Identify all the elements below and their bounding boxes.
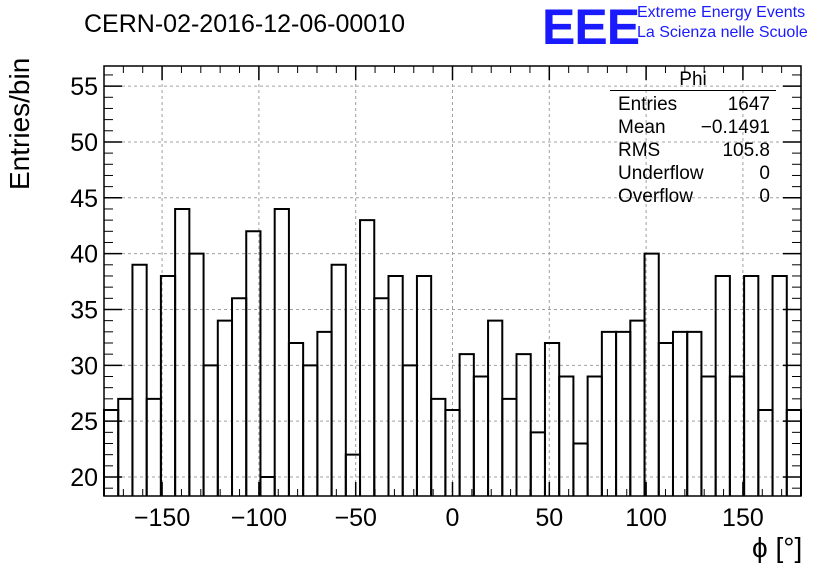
- logo-caption-line1: Extreme Energy Events: [637, 4, 806, 21]
- histogram-bin: [231, 297, 248, 496]
- stats-box-title: Phi: [610, 70, 776, 91]
- histogram-bin: [430, 397, 447, 496]
- histogram-bin: [387, 274, 404, 496]
- histogram-bin: [643, 252, 660, 496]
- y-tick-label: 45: [70, 185, 98, 213]
- stats-value: 0: [759, 186, 770, 207]
- histogram-bin: [273, 207, 290, 496]
- histogram-bin: [686, 330, 703, 496]
- histogram-bin: [771, 274, 788, 496]
- histogram-bin: [529, 431, 546, 496]
- histogram-bin: [728, 375, 746, 496]
- histogram-bin: [245, 230, 262, 496]
- y-axis-label: Entries/bin: [4, 57, 35, 190]
- histogram-bin: [188, 252, 205, 496]
- x-tick-label: 150: [722, 504, 764, 532]
- stats-row-overflow: Overflow 0: [610, 185, 776, 208]
- stats-value: 105.8: [722, 140, 770, 161]
- histogram-bin: [216, 319, 234, 496]
- logo-caption-line2: La Scienza nelle Scuole: [637, 24, 808, 41]
- stats-row-rms: RMS 105.8: [610, 139, 776, 162]
- x-tick-label: 50: [535, 504, 563, 532]
- y-tick-label: 55: [70, 73, 98, 101]
- histogram-bin: [415, 274, 433, 496]
- chart-title: CERN-02-2016-12-06-00010: [84, 10, 406, 38]
- x-axis-label: ϕ [°]: [752, 532, 803, 563]
- histogram-bin: [515, 353, 532, 496]
- histogram-bin: [586, 375, 603, 496]
- histogram-bin: [359, 219, 376, 496]
- histogram-bin: [629, 319, 646, 496]
- histogram-bin: [159, 274, 177, 496]
- y-tick-label: 20: [70, 464, 98, 492]
- histogram-bin: [657, 341, 674, 496]
- histogram-bin: [615, 330, 632, 496]
- histogram-bin: [743, 274, 760, 496]
- stats-row-underflow: Underflow 0: [610, 162, 776, 185]
- histogram-bin: [458, 353, 475, 496]
- histogram-bin: [572, 442, 589, 496]
- histogram-bin: [501, 397, 518, 496]
- x-tick-label: −100: [231, 504, 287, 532]
- histogram-bin: [543, 341, 561, 496]
- stats-value: 1647: [727, 94, 770, 115]
- histogram-bin: [259, 476, 276, 496]
- histogram-bin: [131, 263, 148, 496]
- histogram-bin: [302, 364, 319, 496]
- histogram-bin: [330, 263, 347, 496]
- histogram-bin: [373, 297, 390, 496]
- stats-label: Overflow: [618, 186, 693, 207]
- x-tick-label: −50: [334, 504, 376, 532]
- histogram-bin: [344, 453, 362, 496]
- histogram-bin: [401, 364, 418, 496]
- stats-label: Mean: [618, 117, 666, 138]
- x-tick-label: 100: [625, 504, 667, 532]
- histogram-bin: [558, 375, 575, 496]
- histogram-bin: [487, 319, 504, 496]
- stats-label: Entries: [618, 94, 678, 115]
- histogram-bin: [757, 409, 774, 496]
- histogram-bin: [714, 274, 731, 496]
- histogram-bin: [117, 397, 134, 496]
- histogram-bin: [600, 330, 618, 496]
- histogram-bin: [145, 397, 162, 496]
- histogram-bin: [671, 330, 689, 496]
- stats-value: −0.1491: [700, 117, 770, 138]
- histogram-bin: [472, 375, 490, 496]
- stats-row-mean: Mean −0.1491: [610, 116, 776, 139]
- histogram-bin: [174, 207, 191, 496]
- histogram-bin: [785, 409, 802, 496]
- stats-label: Underflow: [618, 163, 704, 184]
- stats-row-entries: Entries 1647: [610, 93, 776, 116]
- y-tick-label: 35: [70, 296, 98, 324]
- x-tick-label: −150: [134, 504, 190, 532]
- y-tick-label: 40: [70, 241, 98, 269]
- stats-box: Phi Entries 1647 Mean −0.1491 RMS 105.8 …: [610, 70, 776, 208]
- stats-value: 0: [759, 163, 770, 184]
- histogram-bin: [700, 375, 717, 496]
- histogram-bin: [287, 341, 305, 496]
- stats-label: RMS: [618, 140, 661, 161]
- eee-logo: EEE: [542, 0, 640, 55]
- histogram-bin: [316, 330, 333, 496]
- histogram-bin: [202, 364, 219, 496]
- histogram-bin: [103, 409, 120, 496]
- y-tick-label: 30: [70, 352, 98, 380]
- y-tick-label: 50: [70, 129, 98, 157]
- y-tick-label: 25: [70, 408, 98, 436]
- x-tick-label: 0: [446, 504, 460, 532]
